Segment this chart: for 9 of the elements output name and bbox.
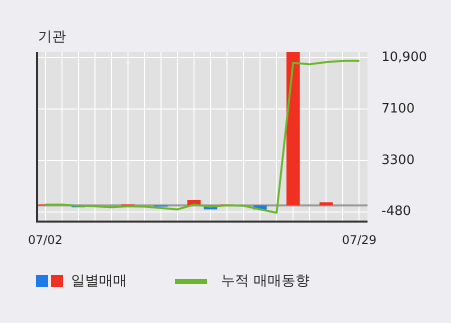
y-tick-label: 7100: [382, 101, 415, 116]
y-tick-label: -480: [382, 204, 412, 220]
x-tick-label: 07/29: [342, 232, 377, 247]
x-tick-label: 07/02: [28, 232, 63, 247]
legend-label: 일별매매: [71, 272, 127, 290]
chart-title: 기관: [38, 28, 66, 46]
legend-label: 누적 매매동향: [221, 272, 310, 290]
y-tick-label: 10,900: [382, 50, 428, 65]
y-tick-label: 3300: [382, 152, 415, 168]
